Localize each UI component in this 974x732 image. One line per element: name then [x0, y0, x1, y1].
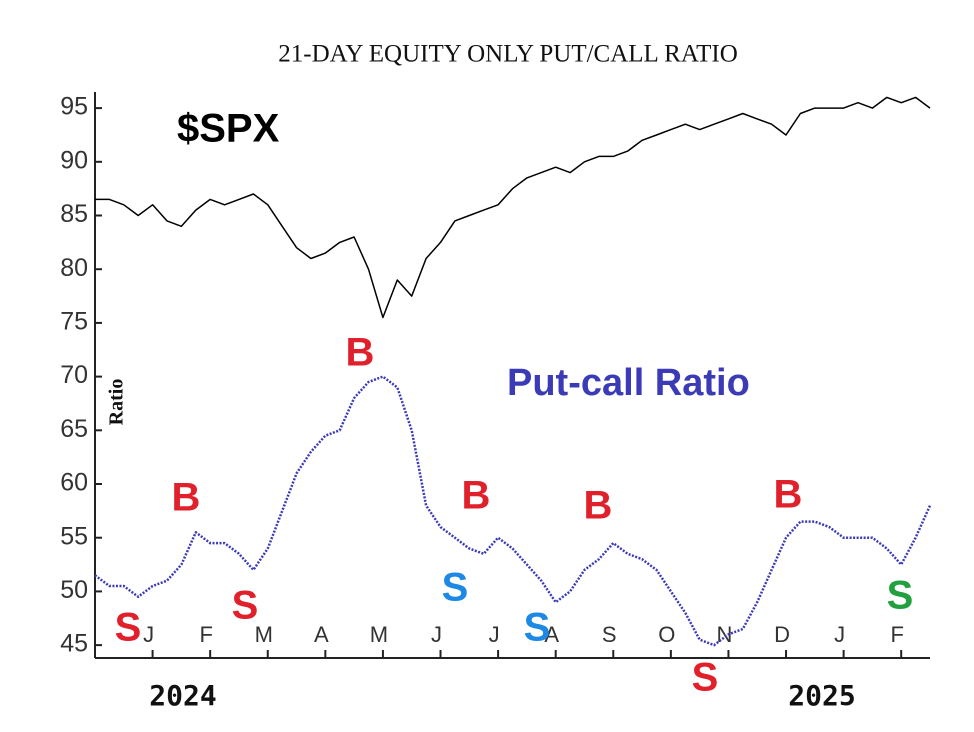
- x-tick-label: J: [834, 622, 845, 647]
- y-tick-label: 85: [60, 200, 88, 228]
- series-label: Put-call Ratio: [507, 362, 750, 404]
- x-tick-label: O: [658, 622, 675, 647]
- signal-label: S: [887, 574, 914, 618]
- signal-label: S: [524, 606, 551, 650]
- x-tick-label: D: [774, 622, 790, 647]
- signal-label: B: [774, 473, 803, 517]
- x-tick-label: J: [143, 622, 154, 647]
- signal-label: B: [584, 484, 613, 528]
- x-tick-label: M: [255, 622, 273, 647]
- y-tick-label: 55: [60, 522, 88, 550]
- x-tick-label: J: [489, 622, 500, 647]
- x-tick-label: F: [199, 622, 212, 647]
- signal-label: B: [172, 476, 201, 520]
- y-tick-label: 70: [60, 361, 88, 389]
- signal-label: S: [692, 656, 719, 700]
- y-tick-label: 95: [60, 93, 88, 121]
- y-tick-label: 45: [60, 630, 88, 658]
- x-tick-label: A: [544, 622, 559, 647]
- year-label: 2025: [788, 679, 855, 712]
- signal-label: B: [462, 474, 491, 518]
- x-tick-label: J: [431, 622, 442, 647]
- y-tick-label: 80: [60, 254, 88, 282]
- y-axis-label: Ratio: [106, 379, 128, 426]
- signal-label: S: [115, 606, 142, 650]
- y-tick-label: 75: [60, 308, 88, 336]
- chart-title: 21-DAY EQUITY ONLY PUT/CALL RATIO: [278, 41, 738, 68]
- y-tick-label: 65: [60, 415, 88, 443]
- signal-label: S: [442, 566, 469, 610]
- y-tick-label: 50: [60, 576, 88, 604]
- series-line: [94, 375, 932, 647]
- signal-label: S: [232, 584, 259, 628]
- year-label: 2024: [149, 679, 216, 712]
- series-line: [95, 96, 931, 319]
- x-tick-label: S: [602, 622, 617, 647]
- x-tick-label: A: [314, 622, 329, 647]
- x-tick-label: F: [890, 622, 903, 647]
- y-tick-label: 90: [60, 146, 88, 174]
- y-tick-label: 60: [60, 469, 88, 497]
- signal-label: B: [346, 331, 375, 375]
- series-label: $SPX: [177, 107, 280, 151]
- x-tick-label: M: [370, 622, 388, 647]
